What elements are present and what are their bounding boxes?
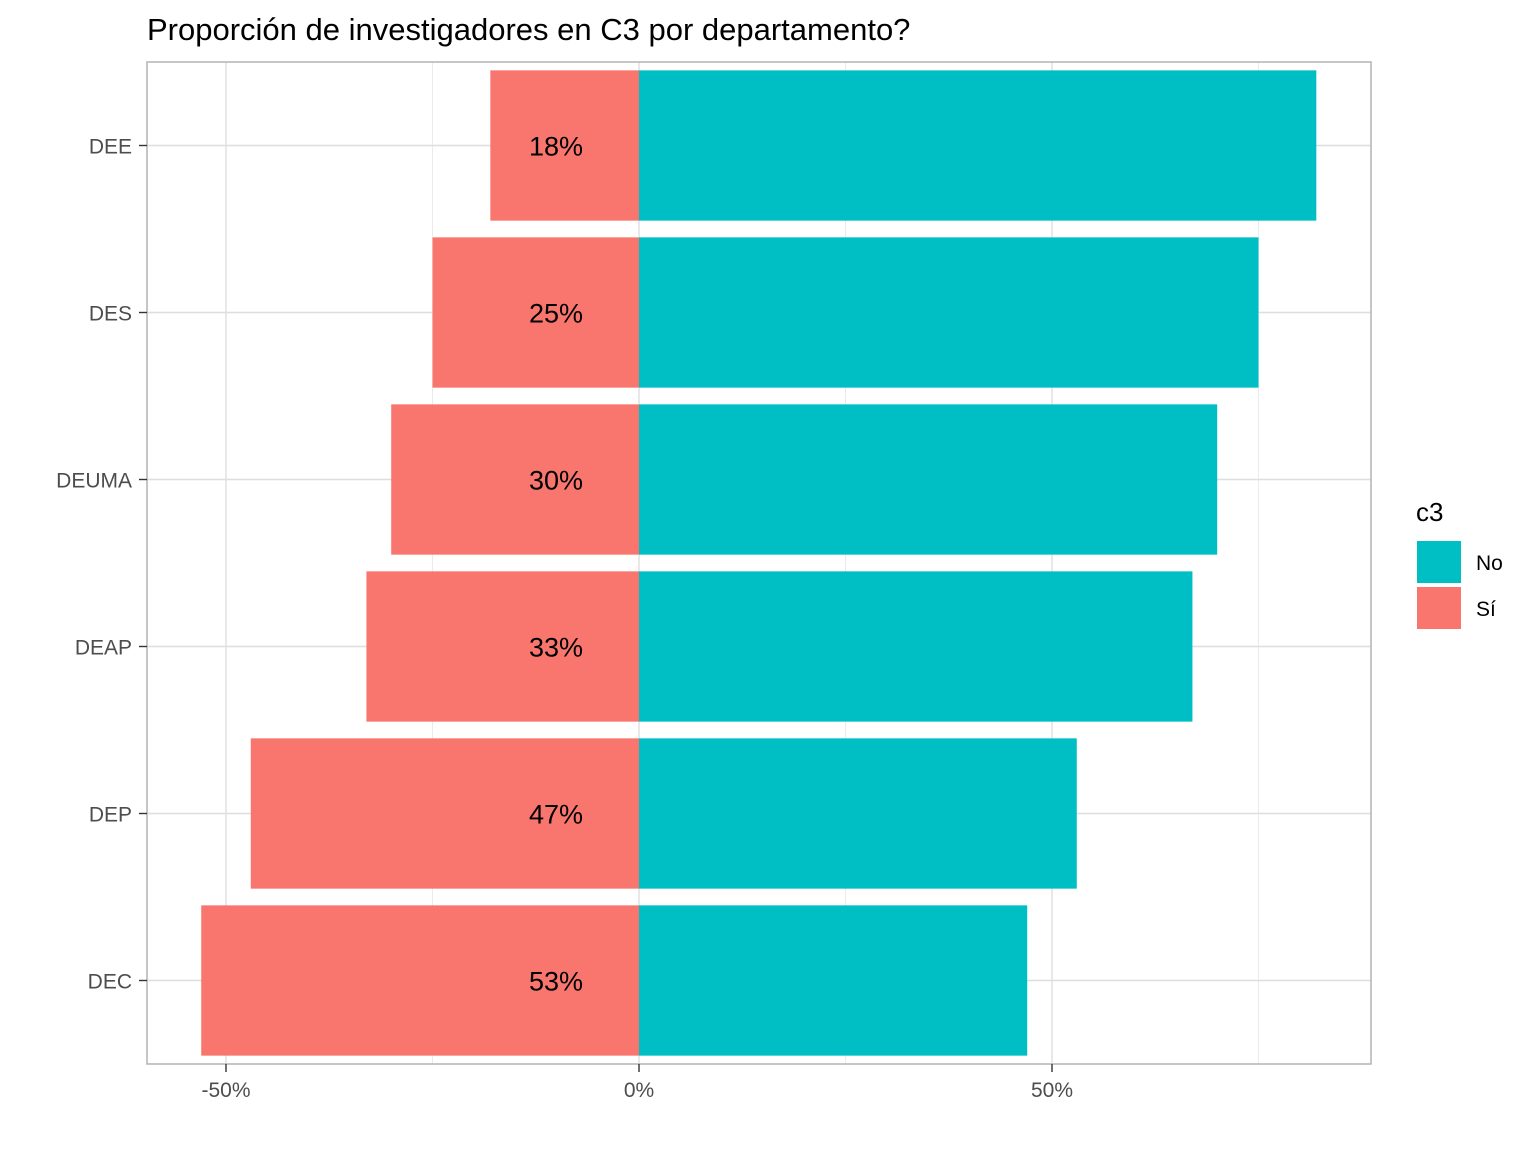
x-tick-label: 50% (1031, 1079, 1073, 1102)
bar-si-dec (201, 905, 639, 1056)
bar-no-deap (639, 571, 1193, 722)
data-label: 30% (529, 466, 583, 496)
y-tick-label: DEAP (75, 637, 132, 660)
legend-key-si (1417, 587, 1461, 629)
bar-si-dee (490, 70, 639, 221)
y-tick-label: DEE (89, 136, 132, 159)
data-label: 53% (529, 967, 583, 997)
data-label: 33% (529, 633, 583, 663)
y-tick-label: DEUMA (56, 470, 132, 493)
chart-title: Proporción de investigadores en C3 por d… (147, 12, 910, 47)
y-tick-label: DEP (89, 804, 132, 827)
x-tick-label: 0% (624, 1079, 654, 1102)
data-label: 47% (529, 800, 583, 830)
legend-key-no (1417, 541, 1461, 583)
y-axis: DEE DES DEUMA DEAP DEP DEC (56, 136, 147, 994)
legend-title: c3 (1416, 497, 1443, 527)
bar-no-dee (639, 70, 1317, 221)
data-label: 25% (529, 299, 583, 329)
legend-label: Sí (1476, 598, 1496, 621)
data-label: 18% (529, 132, 583, 162)
bar-no-dec (639, 905, 1028, 1056)
bar-si-des (432, 237, 639, 388)
bar-no-dep (639, 738, 1077, 889)
y-tick-label: DES (89, 303, 132, 326)
legend: c3 No Sí (1416, 497, 1503, 629)
panel-border (146, 61, 1372, 1065)
bars (201, 70, 1317, 1056)
bar-si-dep (250, 738, 639, 889)
bar-si-deap (366, 571, 639, 722)
bar-no-deuma (639, 404, 1218, 555)
legend-label: No (1476, 552, 1503, 575)
x-tick-label: -50% (201, 1079, 250, 1102)
y-tick-label: DEC (88, 971, 132, 994)
data-labels: 18% 25% 30% 33% 47% 53% (529, 132, 583, 997)
bar-si-deuma (391, 404, 639, 555)
x-axis: -50% 0% 50% (201, 1064, 1073, 1102)
bar-no-des (639, 237, 1259, 388)
